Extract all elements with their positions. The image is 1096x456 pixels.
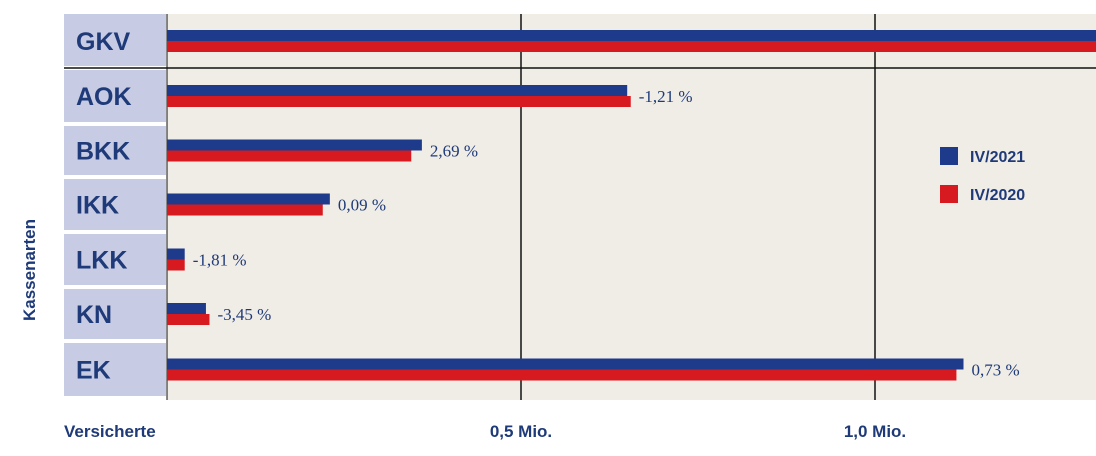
bar-kn-2021 <box>167 303 206 314</box>
category-label-ek: EK <box>76 357 111 385</box>
bar-lkk-2020 <box>167 259 185 271</box>
category-labels: GKV AOK BKK IKK LKK KN EK <box>76 28 132 385</box>
value-label-kn: -3,45 % <box>217 305 271 324</box>
bar-gkv-2020 <box>167 41 1096 52</box>
legend-label-1: IV/2020 <box>970 187 1025 204</box>
bars <box>167 30 1096 381</box>
legend: IV/2021 IV/2020 <box>940 147 1025 204</box>
value-label-bkk: 2,69 % <box>430 142 478 161</box>
bar-ek-2021 <box>167 358 964 370</box>
category-label-kn: KN <box>76 301 112 329</box>
category-label-ikk: IKK <box>76 192 119 220</box>
value-label-lkk: -1,81 % <box>193 251 247 270</box>
legend-swatch-0 <box>940 147 958 165</box>
x-tick-labels: 0,5 Mio.1,0 Mio.1,5 Mio.2,0 Mio. <box>490 422 906 441</box>
value-labels: 0,27 %-1,21 %2,69 %0,09 %-1,81 %-3,45 %0… <box>193 87 1020 380</box>
category-box-kn <box>64 289 166 339</box>
category-box-gkv <box>64 14 166 66</box>
bar-gkv-2021 <box>167 30 1096 41</box>
bar-aok-2020 <box>167 96 631 107</box>
category-box-aok <box>64 70 166 122</box>
category-box-ikk <box>64 179 166 230</box>
bar-ikk-2020 <box>167 204 323 216</box>
value-label-ek: 0,73 % <box>972 361 1020 380</box>
bar-ek-2020 <box>167 369 957 381</box>
category-label-column <box>64 14 166 396</box>
category-box-bkk <box>64 126 166 175</box>
category-box-lkk <box>64 234 166 285</box>
category-box-ek <box>64 343 166 396</box>
bar-bkk-2020 <box>167 150 412 162</box>
bar-ikk-2021 <box>167 193 330 205</box>
category-label-lkk: LKK <box>76 247 127 275</box>
x-tick-label: 0,5 Mio. <box>490 422 552 441</box>
category-label-bkk: BKK <box>76 138 130 166</box>
bar-bkk-2021 <box>167 139 422 151</box>
category-label-gkv: GKV <box>76 28 131 56</box>
bar-aok-2021 <box>167 85 628 96</box>
x-axis-label: Versicherte <box>64 422 156 441</box>
category-label-aok: AOK <box>76 83 132 111</box>
x-tick-label: 1,0 Mio. <box>844 422 906 441</box>
bar-kn-2020 <box>167 314 210 325</box>
value-label-ikk: 0,09 % <box>338 196 386 215</box>
y-axis-label: Kassenarten <box>20 219 39 321</box>
gridlines <box>64 14 1096 400</box>
bar-lkk-2021 <box>167 248 185 260</box>
legend-swatch-1 <box>940 185 958 203</box>
legend-label-0: IV/2021 <box>970 149 1025 166</box>
value-label-aok: -1,21 % <box>639 87 693 106</box>
